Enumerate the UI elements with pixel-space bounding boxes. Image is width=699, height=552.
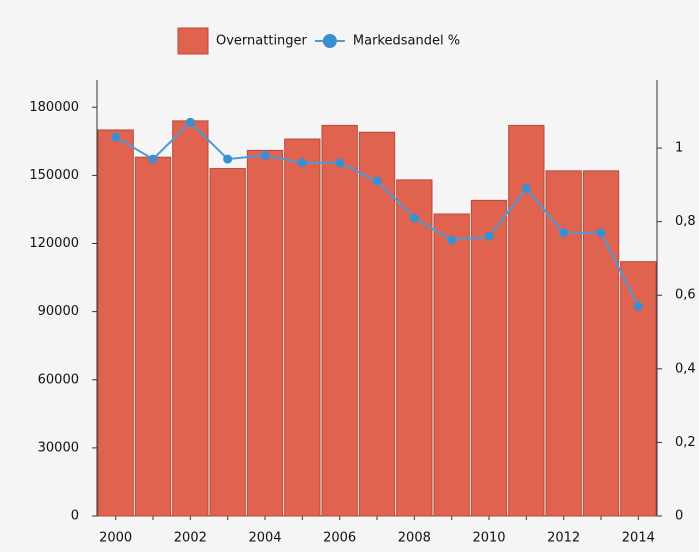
- y-tick-label: 120000: [29, 236, 79, 251]
- bar: [433, 213, 470, 517]
- y2-tick-label: 0,2: [675, 435, 696, 450]
- bar: [582, 170, 620, 517]
- x-tick-label: 2006: [323, 531, 356, 546]
- y2-tick-label: 0: [675, 509, 683, 524]
- bar: [172, 120, 209, 517]
- point: [372, 176, 382, 186]
- bar: [321, 124, 358, 517]
- x-tick-label: 2012: [547, 531, 580, 546]
- point: [596, 228, 606, 238]
- bar: [508, 124, 545, 517]
- legend-label: Markedsandel %: [353, 34, 460, 49]
- legend-marker: [322, 34, 337, 48]
- x-tick-label: 2002: [174, 531, 207, 546]
- point: [335, 158, 345, 168]
- bar: [209, 168, 246, 517]
- point: [484, 231, 494, 241]
- point: [223, 154, 233, 164]
- bar: [97, 129, 134, 517]
- point: [521, 184, 531, 194]
- point: [409, 213, 419, 223]
- point: [260, 150, 270, 160]
- legend-swatch: [177, 27, 209, 55]
- point: [185, 117, 195, 127]
- y-tick-label: 0: [71, 509, 79, 524]
- x-tick-label: 2000: [99, 531, 132, 546]
- y2-tick-label: 1: [675, 141, 683, 156]
- point: [633, 301, 643, 311]
- point: [297, 158, 307, 168]
- point: [447, 235, 457, 245]
- bar: [246, 149, 284, 517]
- y-tick-label: 180000: [29, 100, 79, 115]
- x-tick-label: 2004: [248, 531, 281, 546]
- bar: [284, 138, 321, 517]
- y2-tick-label: 0,8: [675, 214, 696, 229]
- y2-tick-label: 0,6: [675, 288, 696, 303]
- x-tick-label: 2010: [472, 531, 505, 546]
- bar: [545, 170, 582, 517]
- bar: [470, 199, 508, 517]
- y-tick-label: 30000: [38, 440, 79, 455]
- bar: [620, 261, 657, 517]
- y-tick-label: 60000: [38, 372, 79, 387]
- x-tick-label: 2008: [398, 531, 431, 546]
- y2-tick-label: 0,4: [675, 361, 696, 376]
- x-tick-label: 2014: [622, 531, 655, 546]
- point: [559, 228, 569, 238]
- point: [148, 154, 158, 164]
- bar: [358, 131, 396, 517]
- point: [111, 132, 121, 142]
- y-tick-label: 90000: [38, 304, 79, 319]
- y-tick-label: 150000: [29, 168, 79, 183]
- bar: [396, 179, 433, 517]
- bar: [134, 156, 172, 517]
- legend-label: Overnattinger: [216, 34, 308, 49]
